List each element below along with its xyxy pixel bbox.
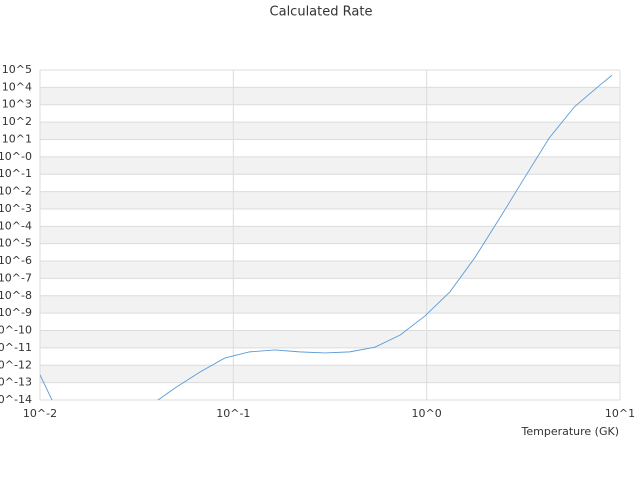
y-tick-label: 10^-14 — [0, 393, 32, 406]
grid-band — [40, 122, 620, 140]
grid-band — [40, 87, 620, 105]
y-tick-label: 10^2 — [2, 115, 32, 128]
y-tick-label: 10^-9 — [0, 306, 32, 319]
y-tick-label: 10^4 — [2, 80, 32, 93]
y-tick-label: 10^3 — [2, 98, 32, 111]
grid-band — [40, 191, 620, 209]
y-tick-label: 10^-4 — [0, 219, 32, 232]
grid-band — [40, 226, 620, 244]
x-tick-label: 10^-1 — [216, 407, 250, 420]
x-tick-label: 10^-2 — [23, 407, 57, 420]
y-tick-label: 10^-8 — [0, 289, 32, 302]
chart-title: Calculated Rate — [270, 5, 373, 20]
y-tick-label: 10^-11 — [0, 341, 32, 354]
y-tick-label: 10^-1 — [0, 167, 32, 180]
grid-band — [40, 156, 620, 175]
y-tick-label: 10^1 — [2, 132, 32, 145]
y-tick-label: 10^-12 — [0, 358, 32, 371]
y-tick-label: 10^-13 — [0, 376, 32, 389]
grid-band — [40, 261, 620, 279]
grid-band — [40, 330, 620, 348]
y-tick-label: 10^-3 — [0, 202, 32, 215]
y-tick-label: 10^-5 — [0, 237, 32, 250]
y-tick-label: 10^-7 — [0, 271, 32, 284]
x-tick-label: 10^0 — [412, 407, 442, 420]
y-tick-label: 10^-0 — [0, 150, 32, 163]
y-tick-label: 10^-10 — [0, 324, 32, 337]
grid-band — [40, 295, 620, 314]
x-axis-label: Temperature (GK) — [521, 425, 620, 438]
x-tick-label: 10^1 — [605, 407, 635, 420]
grid-band — [40, 365, 620, 383]
data-line — [40, 74, 613, 400]
y-tick-label: 10^-6 — [0, 254, 32, 267]
y-tick-label: 10^-2 — [0, 185, 32, 198]
y-tick-label: 10^5 — [2, 63, 32, 76]
